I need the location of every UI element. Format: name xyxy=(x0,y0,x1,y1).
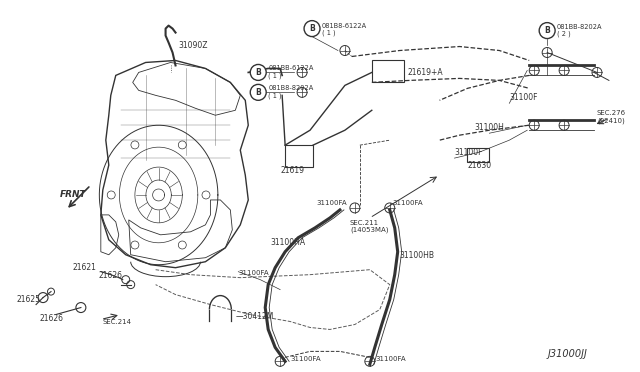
Text: B: B xyxy=(544,26,550,35)
Text: (92410): (92410) xyxy=(597,117,625,124)
Text: ( 1 ): ( 1 ) xyxy=(268,73,282,79)
Text: ( 1 ): ( 1 ) xyxy=(322,29,335,36)
Circle shape xyxy=(304,20,320,36)
Text: (14053MA): (14053MA) xyxy=(350,227,388,233)
Text: B: B xyxy=(255,68,261,77)
Text: 31100FA: 31100FA xyxy=(238,270,269,276)
Text: SEC.276: SEC.276 xyxy=(597,110,626,116)
Text: 31100FA: 31100FA xyxy=(376,356,406,362)
Text: 21619+A: 21619+A xyxy=(408,68,444,77)
Text: 081B8-6122A: 081B8-6122A xyxy=(322,23,367,29)
Text: 31100HA: 31100HA xyxy=(270,238,305,247)
Text: 21621: 21621 xyxy=(73,263,97,272)
Text: —30412M: —30412M xyxy=(236,312,274,321)
Bar xyxy=(467,148,490,162)
Text: B: B xyxy=(309,24,315,33)
Text: J31000JJ: J31000JJ xyxy=(547,349,587,359)
Text: SEC.211: SEC.211 xyxy=(350,220,379,226)
Text: 081B8-8202A: 081B8-8202A xyxy=(268,85,314,92)
Text: 21619: 21619 xyxy=(280,166,304,175)
Text: 31100FA: 31100FA xyxy=(316,200,347,206)
Text: B: B xyxy=(255,88,261,97)
Text: 21630: 21630 xyxy=(467,161,492,170)
Circle shape xyxy=(250,64,266,80)
Text: ( 1 ): ( 1 ) xyxy=(268,92,282,99)
Text: ( 2 ): ( 2 ) xyxy=(557,31,571,37)
Text: 31100F: 31100F xyxy=(454,148,483,157)
Text: 081BB-8202A: 081BB-8202A xyxy=(557,23,603,30)
Bar xyxy=(285,145,313,167)
Text: 31100HB: 31100HB xyxy=(400,251,435,260)
Text: 31100F: 31100F xyxy=(509,93,538,102)
Circle shape xyxy=(539,23,555,39)
Circle shape xyxy=(250,84,266,100)
Text: 31100FA: 31100FA xyxy=(290,356,321,362)
Text: FRNT: FRNT xyxy=(60,190,86,199)
Text: SEC.214: SEC.214 xyxy=(103,320,132,326)
Text: 21626: 21626 xyxy=(99,271,123,280)
Bar xyxy=(372,61,404,82)
Text: 081BB-6122A: 081BB-6122A xyxy=(268,65,314,71)
Text: 31100FA: 31100FA xyxy=(393,200,423,206)
Text: 21625: 21625 xyxy=(16,295,40,304)
Text: 21626: 21626 xyxy=(39,314,63,324)
Text: 31100H: 31100H xyxy=(474,123,504,132)
Text: 31090Z: 31090Z xyxy=(179,41,208,50)
